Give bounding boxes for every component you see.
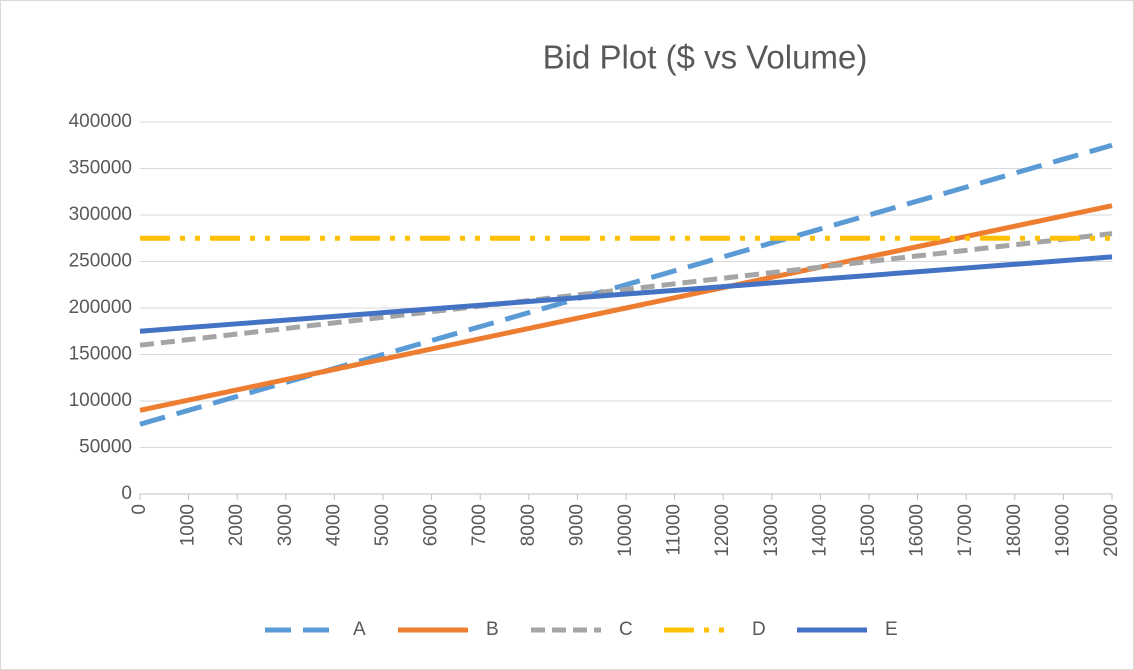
legend-label: A (353, 619, 366, 640)
y-tick-label: 200000 (69, 297, 132, 318)
x-tick-label: 13000 (761, 504, 782, 557)
x-tick-label: 1000 (178, 504, 199, 546)
x-tick-label: 2000 (226, 504, 247, 546)
x-tick-label: 3000 (275, 504, 296, 546)
line-series (139, 254, 1113, 334)
y-tick-label: 350000 (69, 158, 132, 179)
x-tick-label: 16000 (907, 504, 928, 557)
y-tick-label: 400000 (69, 111, 132, 132)
x-tick-label: 15000 (858, 504, 879, 557)
x-tick-label: 5000 (372, 504, 393, 546)
legend-label: B (486, 619, 499, 640)
x-tick-label: 20000 (1101, 504, 1122, 557)
y-tick-label: 0 (121, 483, 132, 504)
x-tick-label: 10000 (615, 504, 636, 557)
line-series (139, 231, 1113, 348)
legend-label: D (752, 619, 766, 640)
y-tick-label: 150000 (69, 344, 132, 365)
legend-label: E (885, 619, 898, 640)
x-tick-label: 7000 (469, 504, 490, 546)
y-tick-label: 100000 (69, 390, 132, 411)
x-tick-label: 14000 (809, 504, 830, 557)
x-tick-label: 4000 (323, 504, 344, 546)
y-tick-label: 250000 (69, 251, 132, 272)
chart-title: Bid Plot ($ vs Volume) (543, 39, 868, 76)
x-tick-label: 18000 (1004, 504, 1025, 557)
x-tick-label: 8000 (518, 504, 539, 546)
x-tick-label: 11000 (664, 504, 685, 555)
x-tick-label: 0 (129, 504, 150, 515)
x-tick-label: 12000 (712, 504, 733, 557)
x-tick-label: 9000 (566, 504, 587, 546)
x-tick-label: 6000 (421, 504, 442, 546)
y-tick-label: 50000 (79, 437, 132, 458)
x-tick-label: 19000 (1052, 504, 1073, 557)
x-tick-label: 17000 (955, 504, 976, 557)
legend-label: C (619, 619, 633, 640)
y-tick-label: 300000 (69, 204, 132, 225)
